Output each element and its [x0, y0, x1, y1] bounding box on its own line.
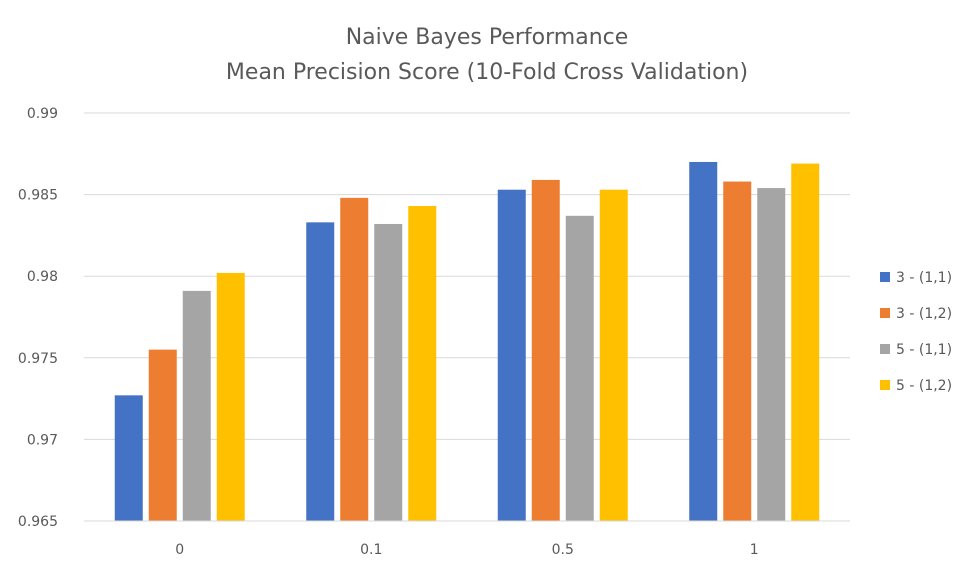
bar — [497, 189, 526, 522]
bar — [791, 163, 820, 522]
bar — [340, 197, 369, 521]
legend-label: 5 - (1,2) — [896, 378, 952, 394]
y-tick-label: 0.965 — [18, 514, 58, 530]
bar — [757, 188, 786, 521]
bar — [599, 189, 628, 522]
x-tick-label: 1 — [750, 542, 759, 558]
legend-label: 3 - (1,1) — [896, 270, 952, 286]
legend-swatch — [880, 380, 890, 390]
legend-swatch — [880, 272, 890, 282]
legend: 3 - (1,1) 3 - (1,2) 5 - (1,1) 5 - (1,2) — [880, 270, 952, 394]
y-tick-label: 0.97 — [27, 432, 58, 448]
bar — [531, 179, 560, 522]
y-tick-label: 0.975 — [18, 351, 58, 367]
bar — [374, 223, 403, 521]
chart-subtitle: Mean Precision Score (10-Fold Cross Vali… — [226, 60, 748, 85]
x-axis-ticks: 0 0.1 0.5 1 — [84, 520, 850, 558]
bar — [148, 349, 177, 521]
bar-layer — [114, 161, 820, 522]
legend-label: 3 - (1,2) — [896, 306, 952, 322]
bar — [216, 272, 245, 521]
x-tick-label: 0 — [175, 542, 184, 558]
y-tick-label: 0.99 — [27, 106, 58, 122]
legend-swatch — [880, 344, 890, 354]
bar — [182, 290, 211, 521]
y-tick-label: 0.985 — [18, 188, 58, 204]
chart-title: Naive Bayes Performance — [346, 25, 629, 50]
bar — [306, 222, 335, 521]
bar — [723, 181, 752, 521]
y-axis-ticks: 0.965 0.97 0.975 0.98 0.985 0.99 — [18, 106, 58, 530]
bar — [689, 161, 718, 521]
bar — [114, 395, 143, 521]
x-tick-label: 0.5 — [552, 542, 574, 558]
legend-label: 5 - (1,1) — [896, 342, 952, 358]
bar — [408, 206, 437, 522]
x-tick-label: 0.1 — [360, 542, 382, 558]
legend-swatch — [880, 308, 890, 318]
y-tick-label: 0.98 — [27, 269, 58, 285]
bar — [565, 215, 594, 522]
